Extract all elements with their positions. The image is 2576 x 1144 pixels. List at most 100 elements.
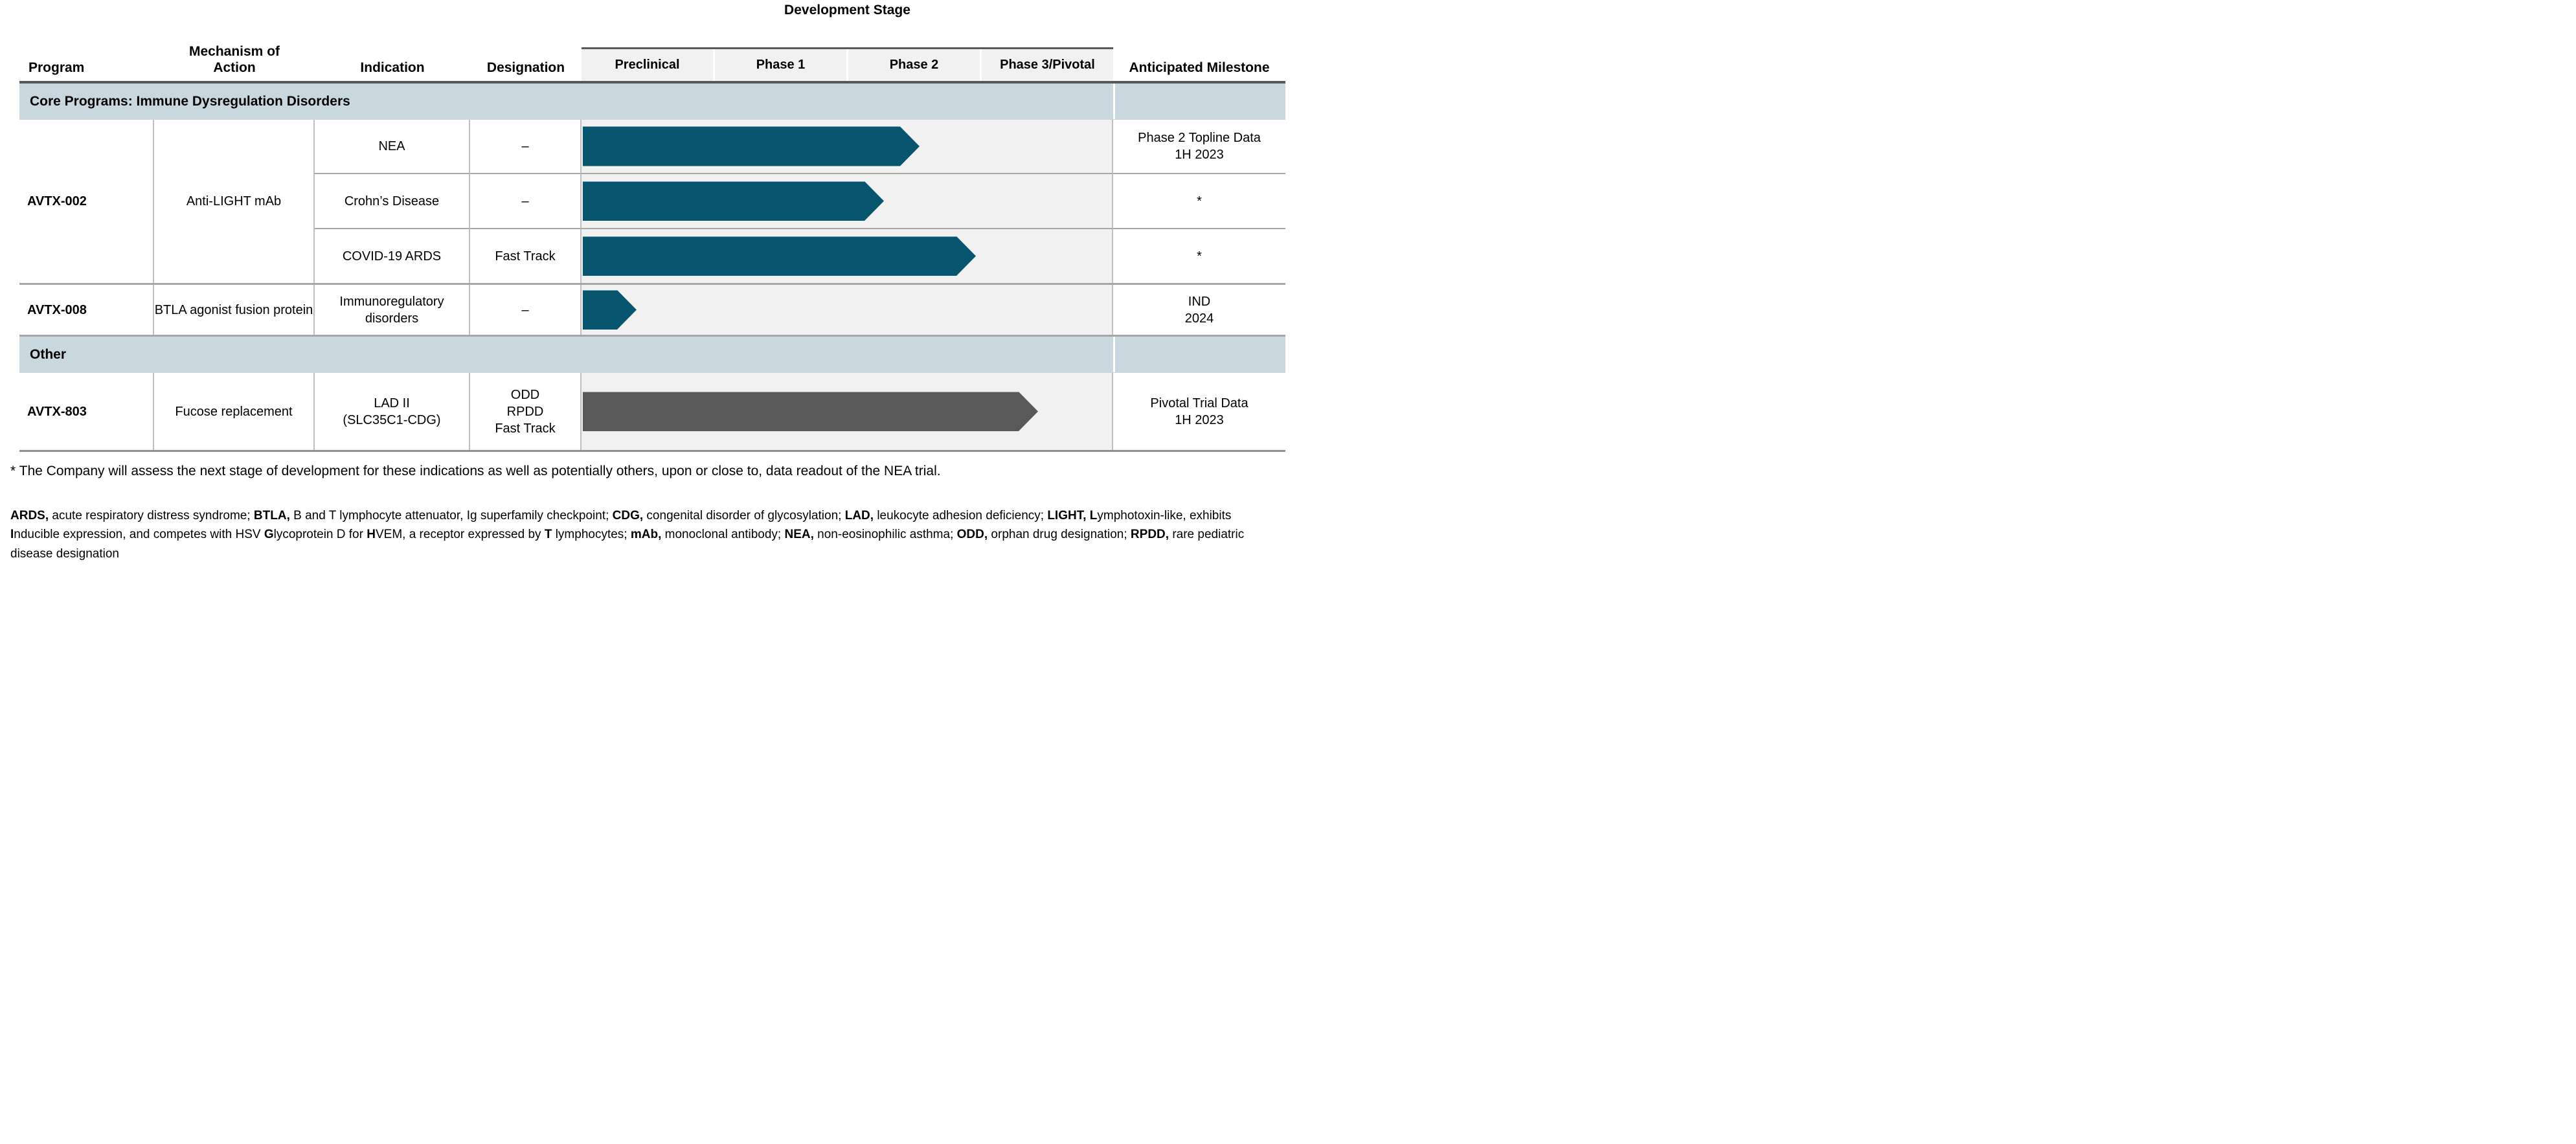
abbrev-term: H xyxy=(367,528,376,542)
abbreviation-legend: ARDS, acute respiratory distress syndrom… xyxy=(10,506,1273,563)
abbrev-term: LAD, xyxy=(844,509,874,522)
column-header-milestone: Anticipated Milestone xyxy=(1129,60,1270,75)
abbrev-definition: congenital disorder of glycosylation; xyxy=(643,509,845,522)
cell-line: – xyxy=(521,194,529,208)
stage-cell xyxy=(582,174,1113,229)
program-group: AVTX-803 Fucose replacement LAD II (SLC35C1… xyxy=(19,373,1285,452)
mechanism-cell: Fucose replacement xyxy=(154,373,315,450)
designation-cell: – xyxy=(470,120,582,174)
cell-line: Immunoregulatory xyxy=(339,294,444,309)
cell-line: LAD II xyxy=(374,396,410,410)
stage-cell xyxy=(582,229,1113,283)
abbrev-definition: acute respiratory distress syndrome; xyxy=(49,509,254,522)
milestone-cell: IND 2024 xyxy=(1113,285,1285,335)
mechanism-cell: Anti-LIGHT mAb xyxy=(154,120,315,283)
stage-cell xyxy=(582,285,1113,335)
abbrev-term: CDG, xyxy=(612,509,644,522)
section-header: Other xyxy=(19,337,1285,373)
section-header-label: Core Programs: Immune Dysregulation Diso… xyxy=(30,93,350,109)
cell-line: Pivotal Trial Data xyxy=(1150,396,1248,410)
cell-line: Fast Track xyxy=(495,421,556,436)
pipeline-progress-arrow xyxy=(583,392,1038,431)
milestone-cell: * xyxy=(1113,229,1285,283)
cell-line: IND xyxy=(1188,294,1211,309)
pipeline-slide: { "header": { "dev_stage_title": "Develo… xyxy=(0,0,1288,572)
abbrev-definition: monoclonal antibody; xyxy=(661,528,785,542)
cell-line: Phase 2 Topline Data xyxy=(1138,131,1261,145)
stage-col-phase3: Phase 3/Pivotal xyxy=(982,49,1113,81)
milestone-cell: Phase 2 Topline Data 1H 2023 xyxy=(1113,120,1285,174)
abbrev-definition: rare pediatric disease designation xyxy=(10,528,1245,561)
indication-cell: NEA xyxy=(315,120,470,174)
abbrev-definition: orphan drug designation; xyxy=(988,528,1131,542)
footnote: * The Company will assess the next stage… xyxy=(10,464,941,478)
indication-cell: LAD II (SLC35C1-CDG) xyxy=(315,373,470,450)
designation-cell: Fast Track xyxy=(470,229,582,283)
column-header-program: Program xyxy=(28,60,85,75)
abbrev-term: L xyxy=(1089,509,1098,522)
abbrev-definition: nducible expression, and competes with H… xyxy=(14,528,264,542)
stage-cell xyxy=(582,373,1113,450)
abbrev-term: mAb, xyxy=(630,528,662,542)
cell-line: RPDD xyxy=(506,404,544,419)
program-cell: AVTX-803 xyxy=(19,373,154,450)
abbrev-definition: B and T lymphocyte attenuator, Ig superf… xyxy=(289,509,613,522)
abbrev-term: ODD, xyxy=(956,528,988,542)
abbrev-term: ARDS, xyxy=(10,509,49,522)
mechanism-cell: BTLA agonist fusion protein xyxy=(154,285,315,335)
abbrev-term: NEA, xyxy=(784,528,814,542)
cell-line: Fast Track xyxy=(495,249,556,264)
abbrev-term: G xyxy=(264,528,274,542)
cell-line: disorders xyxy=(365,311,419,326)
abbrev-term: RPDD, xyxy=(1130,528,1169,542)
indication-cell: COVID-19 ARDS xyxy=(315,229,470,283)
cell-line: 1H 2023 xyxy=(1175,412,1224,427)
program-group: AVTX-008 BTLA agonist fusion protein Immun… xyxy=(19,285,1285,337)
milestone-cell: Pivotal Trial Data 1H 2023 xyxy=(1113,373,1285,450)
pipeline-progress-arrow xyxy=(583,290,637,330)
stage-columns-header: Preclinical Phase 1 Phase 2 Phase 3/Pivo… xyxy=(582,47,1113,81)
program-group: AVTX-002 Anti-LIGHT mAb NEA – Phase 2 Toplin… xyxy=(19,120,1285,285)
table-header: Development Stage Preclinical Phase 1 Ph… xyxy=(19,0,1285,84)
stage-cell xyxy=(582,120,1113,174)
section-header-label: Other xyxy=(30,346,67,362)
abbrev-term: T xyxy=(544,528,552,542)
designation-cell: ODD RPDD Fast Track xyxy=(470,373,582,450)
cell-line: NEA xyxy=(378,139,405,153)
cell-line: – xyxy=(521,139,529,153)
column-header-mechanism-line1: Mechanism of xyxy=(188,43,280,59)
abbrev-term: BTLA, xyxy=(253,509,290,522)
cell-line: * xyxy=(1197,194,1202,208)
column-header-mechanism: Mechanism of Action xyxy=(154,43,315,76)
cell-line: 2024 xyxy=(1184,311,1214,326)
abbrev-definition: VEM, a receptor expressed by xyxy=(375,528,545,542)
cell-line: ODD xyxy=(510,387,540,402)
pipeline-sections: Core Programs: Immune Dysregulation Diso… xyxy=(19,84,1285,452)
pipeline-progress-arrow xyxy=(583,236,976,276)
cell-line: – xyxy=(521,302,529,317)
program-cell: AVTX-002 xyxy=(19,120,154,283)
abbrev-definition: ymphotoxin-like, exhibits xyxy=(1097,509,1232,522)
stage-col-phase2: Phase 2 xyxy=(848,49,980,81)
designation-cell: – xyxy=(470,285,582,335)
stage-col-phase1: Phase 1 xyxy=(715,49,846,81)
column-header-designation: Designation xyxy=(486,60,565,75)
cell-line: Crohn’s Disease xyxy=(344,194,440,208)
column-header-mechanism-line2: Action xyxy=(213,60,256,75)
cell-line: (SLC35C1-CDG) xyxy=(343,412,441,427)
cell-line: * xyxy=(1197,249,1202,264)
indication-cell: Immunoregulatory disorders xyxy=(315,285,470,335)
abbrev-term: LIGHT, xyxy=(1047,509,1087,522)
column-header-indication: Indication xyxy=(360,60,425,75)
development-stage-title: Development Stage xyxy=(784,3,910,17)
pipeline-progress-arrow xyxy=(583,181,884,221)
abbrev-definition: non-eosinophilic asthma; xyxy=(813,528,957,542)
abbrev-term: I xyxy=(10,528,14,542)
pipeline-progress-arrow xyxy=(583,127,920,166)
stage-col-preclinical: Preclinical xyxy=(582,49,713,81)
designation-cell: – xyxy=(470,174,582,229)
cell-line: COVID-19 ARDS xyxy=(342,249,442,264)
cell-line: 1H 2023 xyxy=(1175,148,1224,162)
abbrev-definition: lymphocytes; xyxy=(552,528,631,542)
indication-cell: Crohn’s Disease xyxy=(315,174,470,229)
